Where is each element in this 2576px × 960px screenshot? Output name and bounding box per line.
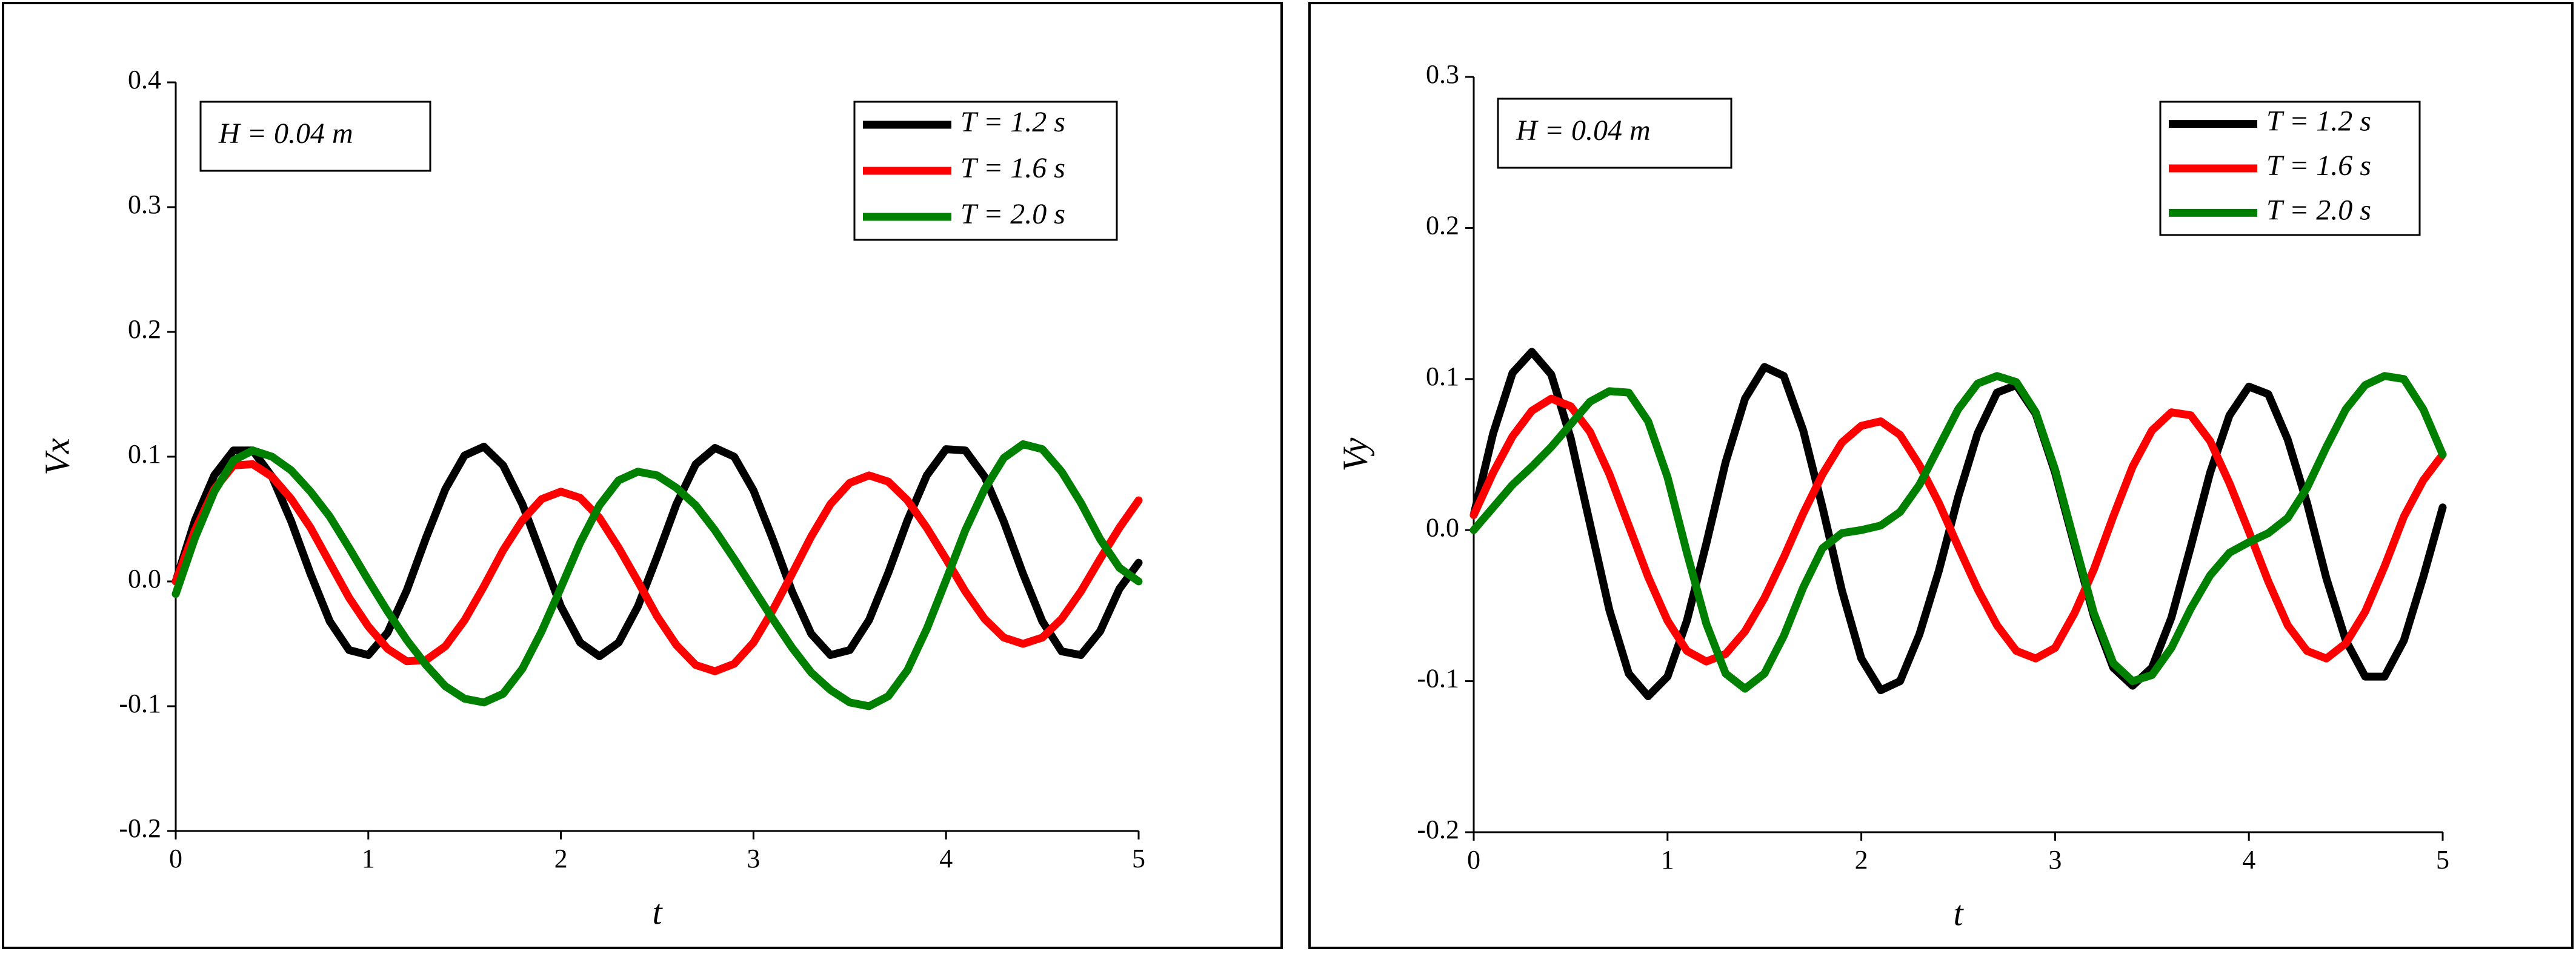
y-tick-label: -0.1 xyxy=(1417,664,1459,694)
x-tick-label: 1 xyxy=(1661,845,1674,875)
y-tick-label: 0.4 xyxy=(128,65,161,94)
legend-label: T = 1.6 s xyxy=(2266,150,2371,182)
annotation: H = 0.04 m xyxy=(1516,114,1651,147)
x-tick-label: 3 xyxy=(2048,845,2062,875)
series-line xyxy=(1469,348,2447,700)
legend-label: T = 1.2 s xyxy=(2266,105,2371,137)
x-tick-label: 0 xyxy=(1467,845,1480,875)
legend-label: T = 2.0 s xyxy=(2266,194,2371,226)
y-tick-label: 0.2 xyxy=(1426,210,1459,240)
x-tick-label: 4 xyxy=(2242,845,2255,875)
legend-label: T = 1.6 s xyxy=(960,152,1065,184)
y-axis-label: Vx xyxy=(37,438,76,475)
y-tick-label: 0.0 xyxy=(128,564,161,594)
y-axis-label: Vy xyxy=(1335,437,1374,471)
y-tick-label: 0.3 xyxy=(128,190,161,219)
x-axis-label: t xyxy=(1953,893,1964,933)
y-tick-label: -0.1 xyxy=(119,689,161,718)
y-tick-label: -0.2 xyxy=(1417,815,1459,844)
y-tick-label: 0.0 xyxy=(1426,512,1459,542)
annotation-box xyxy=(199,101,431,172)
x-tick-label: 0 xyxy=(169,844,182,873)
series-line xyxy=(1469,372,2447,693)
x-tick-label: 5 xyxy=(1132,844,1145,873)
x-tick-label: 2 xyxy=(1855,845,1868,875)
x-axis-label: t xyxy=(652,892,663,932)
y-tick-label: -0.2 xyxy=(119,813,161,843)
x-tick-label: 1 xyxy=(362,844,375,873)
x-tick-label: 2 xyxy=(554,844,568,873)
series-line xyxy=(171,443,1143,661)
series-line xyxy=(171,440,1143,710)
annotation: H = 0.04 m xyxy=(218,118,353,150)
series-line xyxy=(1469,394,2447,666)
panel-border xyxy=(1308,2,2574,949)
y-tick-label: 0.3 xyxy=(1426,59,1459,89)
y-tick-label: 0.1 xyxy=(1426,362,1459,391)
y-tick-label: 0.1 xyxy=(128,439,161,469)
panel-border xyxy=(2,2,1283,949)
legend-label: T = 2.0 s xyxy=(960,198,1065,230)
x-tick-label: 3 xyxy=(747,844,760,873)
series-line xyxy=(171,460,1143,675)
y-tick-label: 0.2 xyxy=(128,314,161,344)
x-tick-label: 4 xyxy=(939,844,953,873)
x-tick-label: 5 xyxy=(2436,845,2449,875)
legend-label: T = 1.2 s xyxy=(960,106,1065,138)
annotation-box xyxy=(1497,98,1732,169)
